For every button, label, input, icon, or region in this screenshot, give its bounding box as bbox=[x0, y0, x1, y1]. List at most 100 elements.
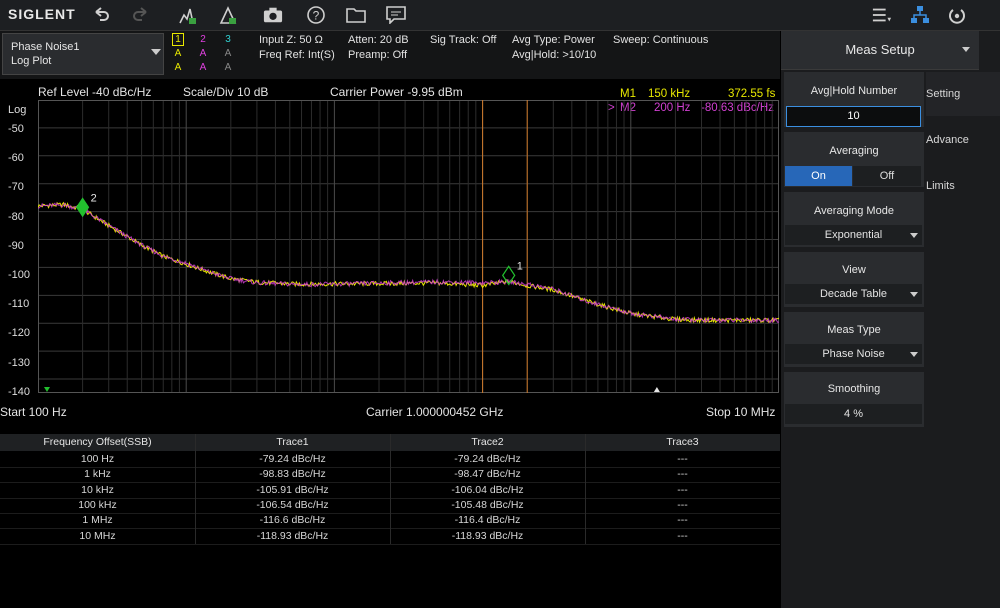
top-toolbar bbox=[0, 0, 1000, 31]
table-cell: -116.4 dBc/Hz bbox=[454, 514, 521, 527]
menu-icon[interactable] bbox=[872, 5, 892, 25]
avg-type: Avg Type: Power bbox=[512, 34, 595, 46]
table-cell: -118.93 dBc/Hz bbox=[451, 529, 524, 542]
y-tick-label: -80 bbox=[8, 210, 24, 223]
y-scale-mode: Log bbox=[8, 104, 27, 116]
avg-hold-label: Avg|Hold Number bbox=[810, 85, 898, 97]
power-icon[interactable] bbox=[947, 5, 967, 25]
table-cell: 10 MHz bbox=[79, 529, 116, 542]
table-cell: -106.54 dBc/Hz bbox=[256, 498, 329, 511]
panel-title-bar[interactable]: Meas Setup bbox=[781, 31, 979, 70]
marker-2-freq: 200 Hz bbox=[654, 102, 691, 114]
marker-label: 2 bbox=[91, 192, 97, 204]
table-column-divider bbox=[195, 434, 196, 544]
averaging-off-toggle[interactable]: Off bbox=[853, 166, 921, 186]
tab-advance[interactable]: Advance bbox=[926, 118, 1000, 162]
y-tick-label: -120 bbox=[8, 327, 31, 340]
averaging-mode-value: Exponential bbox=[824, 229, 883, 241]
trace-1-number[interactable]: 1 bbox=[172, 33, 184, 46]
trace-peak-icon[interactable] bbox=[178, 5, 198, 25]
phase-noise-plot[interactable]: 12 bbox=[38, 100, 779, 393]
message-icon[interactable] bbox=[386, 5, 406, 25]
table-column-divider bbox=[390, 434, 391, 544]
averaging-on-toggle[interactable]: On bbox=[785, 166, 852, 186]
table-cell: --- bbox=[677, 483, 688, 496]
folder-icon[interactable] bbox=[346, 5, 366, 25]
attenuation: Atten: 20 dB bbox=[348, 34, 409, 46]
table-cell: -98.83 dBc/Hz bbox=[259, 468, 326, 481]
y-tick-label: -130 bbox=[8, 356, 31, 369]
chevron-down-icon bbox=[151, 49, 161, 55]
marker-label: 1 bbox=[517, 260, 523, 272]
table-cell: -118.93 dBc/Hz bbox=[256, 529, 329, 542]
marker-1-freq: 150 kHz bbox=[648, 88, 691, 100]
table-cell: 100 Hz bbox=[80, 453, 115, 465]
table-row bbox=[0, 529, 780, 545]
tab-setting[interactable]: Setting bbox=[926, 72, 1000, 116]
camera-icon[interactable] bbox=[263, 5, 283, 25]
table-cell: --- bbox=[677, 468, 688, 481]
table-cell: 1 MHz bbox=[82, 514, 113, 527]
y-tick-label: -90 bbox=[8, 239, 24, 252]
meas-type-value: Phase Noise bbox=[822, 348, 885, 360]
tab-setting-label: Setting bbox=[926, 88, 961, 100]
network-icon[interactable] bbox=[910, 5, 930, 25]
view-label: View bbox=[842, 264, 866, 276]
help-icon[interactable]: ? bbox=[306, 5, 326, 25]
y-tick-label: -60 bbox=[8, 152, 24, 165]
trace-2-number[interactable]: 2 bbox=[200, 34, 206, 45]
redo-icon[interactable] bbox=[131, 5, 151, 25]
trace-line bbox=[38, 201, 779, 324]
trace-2-mode: A bbox=[199, 48, 207, 59]
chevron-down-icon bbox=[910, 233, 918, 238]
mode-view: Log Plot bbox=[11, 55, 52, 67]
chevron-down-icon bbox=[910, 292, 918, 297]
trace-3-mode: A bbox=[224, 48, 232, 59]
stop-frequency[interactable]: Stop 10 MHz bbox=[706, 405, 776, 419]
table-cell: -79.24 dBc/Hz bbox=[259, 453, 326, 465]
meas-type-label: Meas Type bbox=[827, 324, 881, 336]
table-cell: --- bbox=[677, 529, 688, 542]
trace-line bbox=[38, 202, 779, 324]
view-value: Decade Table bbox=[819, 288, 888, 300]
table-cell: 10 kHz bbox=[81, 483, 114, 496]
ref-level[interactable]: Ref Level -40 dBc/Hz bbox=[38, 85, 152, 99]
scale-div[interactable]: Scale/Div 10 dB bbox=[183, 85, 269, 99]
table-cell: 100 kHz bbox=[78, 498, 117, 511]
smoothing-input[interactable]: 4 % bbox=[785, 404, 922, 424]
start-frequency[interactable]: Start 100 Hz bbox=[0, 405, 67, 419]
mode-name: Phase Noise1 bbox=[11, 41, 80, 53]
table-cell: --- bbox=[677, 514, 688, 527]
brand-logo: SIGLENT bbox=[8, 6, 76, 22]
table-header-cell: Trace2 bbox=[471, 436, 504, 448]
table-cell: -106.04 dBc/Hz bbox=[451, 483, 524, 496]
tab-limits-label: Limits bbox=[926, 180, 955, 192]
averaging-mode-select[interactable]: Exponential bbox=[785, 225, 922, 245]
undo-icon[interactable] bbox=[91, 5, 111, 25]
table-cell: --- bbox=[677, 453, 688, 465]
table-cell: -79.24 dBc/Hz bbox=[454, 453, 521, 465]
table-cell: -105.91 dBc/Hz bbox=[256, 483, 329, 496]
view-select[interactable]: Decade Table bbox=[785, 284, 922, 304]
marker-2-active-indicator: > bbox=[608, 102, 615, 114]
table-cell: 1 kHz bbox=[84, 468, 111, 481]
table-cell: -105.48 dBc/Hz bbox=[451, 498, 524, 511]
table-cell: --- bbox=[677, 498, 688, 511]
avg-hold-input[interactable]: 10 bbox=[786, 106, 921, 127]
tab-advance-label: Advance bbox=[926, 134, 969, 146]
marker-1-value: 372.55 fs bbox=[728, 88, 776, 100]
marker-icon[interactable] bbox=[218, 5, 238, 25]
table-header-cell: Frequency Offset(SSB) bbox=[43, 436, 152, 448]
mode-selector[interactable]: Phase Noise1 Log Plot bbox=[2, 33, 164, 75]
y-tick-label: -140 bbox=[8, 385, 31, 398]
trace-3-number[interactable]: 3 bbox=[225, 34, 231, 45]
trace-1-mode: A bbox=[174, 48, 182, 59]
table-column-divider bbox=[585, 434, 586, 544]
meas-type-select[interactable]: Phase Noise bbox=[785, 344, 922, 364]
tab-limits[interactable]: Limits bbox=[926, 164, 1000, 208]
chevron-down-icon bbox=[910, 352, 918, 357]
chevron-down-icon[interactable] bbox=[962, 47, 970, 52]
y-tick-label: -50 bbox=[8, 123, 24, 135]
svg-text:?: ? bbox=[313, 9, 320, 23]
averaging-mode-label: Averaging Mode bbox=[814, 205, 894, 217]
